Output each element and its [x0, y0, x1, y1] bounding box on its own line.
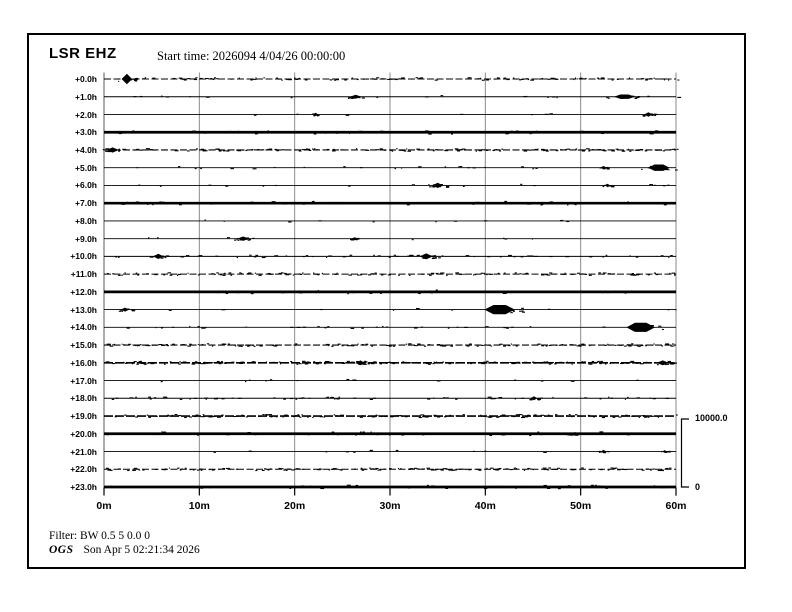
trace-row	[104, 253, 676, 260]
minute-label: 20m	[284, 500, 306, 512]
hour-label: +12.0h	[70, 286, 97, 297]
minute-label: 40m	[474, 500, 496, 512]
minute-label: 0m	[96, 500, 112, 512]
trace-row	[104, 112, 676, 117]
hour-label: +9.0h	[75, 233, 97, 244]
trace-row	[104, 305, 677, 315]
hour-label: +18.0h	[70, 393, 97, 404]
scale-max-label: 10000.0	[695, 413, 728, 423]
hour-label: +11.0h	[70, 269, 97, 280]
trace-row	[104, 130, 676, 135]
event-burst	[644, 112, 653, 117]
hour-label: +1.0h	[75, 91, 97, 102]
filter-label: Filter: BW 0.5 5 0.0 0	[49, 530, 151, 542]
minute-label: 60m	[665, 500, 687, 512]
plot-frame	[27, 33, 746, 569]
hour-label: +13.0h	[70, 304, 97, 315]
hour-label: +5.0h	[75, 162, 97, 173]
hour-label: +17.0h	[70, 375, 97, 386]
trace-row	[104, 182, 676, 188]
hour-label: +0.0h	[75, 74, 97, 84]
trace-row	[104, 94, 682, 99]
trace-row	[104, 200, 676, 206]
hour-axis-labels: +0.0h +1.0h +2.0h +3.0h +4.0h +5.0h +6.0h +7.0h…	[0, 0, 98, 612]
hour-label: +22.0h	[70, 464, 97, 475]
trace-row	[104, 236, 676, 241]
trace-row	[104, 343, 676, 347]
event-burst	[647, 164, 670, 171]
hour-label: +8.0h	[75, 215, 97, 226]
trace-row	[104, 414, 678, 419]
event-burst	[419, 253, 433, 260]
hour-label: +21.0h	[70, 446, 97, 457]
trace-row	[104, 431, 676, 437]
trace-row	[104, 360, 677, 366]
trace-row	[104, 322, 676, 332]
event-burst	[484, 305, 515, 315]
timestamp-label: Son Apr 5 02:21:34 2026	[83, 544, 200, 556]
trace-row	[104, 73, 680, 85]
trace-row	[104, 219, 676, 223]
hour-label: +10.0h	[70, 251, 97, 262]
agency-label: OGS	[49, 544, 74, 556]
station-title: LSR EHZ	[49, 45, 117, 62]
start-time-label: Start time: 2026094 4/04/26 00:00:00	[157, 49, 346, 63]
x-axis-ticks	[103, 487, 677, 496]
trace-rows	[102, 73, 682, 490]
minute-label: 50m	[570, 500, 592, 512]
trace-row	[104, 164, 678, 171]
hour-label: +16.0h	[70, 357, 97, 368]
trace-row	[104, 396, 676, 401]
event-burst	[614, 94, 635, 99]
hour-label: +3.0h	[75, 127, 97, 138]
minute-label: 10m	[188, 500, 210, 512]
trace-row	[104, 272, 676, 276]
trace-row	[104, 378, 676, 383]
trace-row	[104, 484, 676, 490]
grid-lines	[103, 72, 677, 496]
hour-label: +19.0h	[70, 411, 97, 421]
trace-row	[102, 147, 679, 153]
hour-label: +2.0h	[75, 109, 97, 120]
hour-label: +20.0h	[70, 428, 97, 439]
minute-label: 30m	[379, 500, 401, 512]
hour-label: +15.0h	[70, 340, 97, 351]
trace-row	[104, 289, 676, 295]
event-burst	[626, 322, 655, 332]
trace-row	[104, 449, 676, 454]
trace-row	[104, 467, 676, 472]
hour-label: +7.0h	[75, 198, 97, 209]
scale-min-label: 0	[695, 482, 701, 492]
amplitude-scale-bracket	[680, 418, 689, 488]
event-burst	[121, 73, 133, 85]
hour-label: +23.0h	[70, 482, 97, 492]
hour-label: +14.0h	[70, 322, 97, 333]
event-burst	[352, 237, 358, 241]
hour-label: +6.0h	[75, 180, 97, 191]
footer-line: OGS Son Apr 5 02:21:34 2026	[49, 544, 200, 556]
hour-label: +4.0h	[75, 145, 97, 155]
